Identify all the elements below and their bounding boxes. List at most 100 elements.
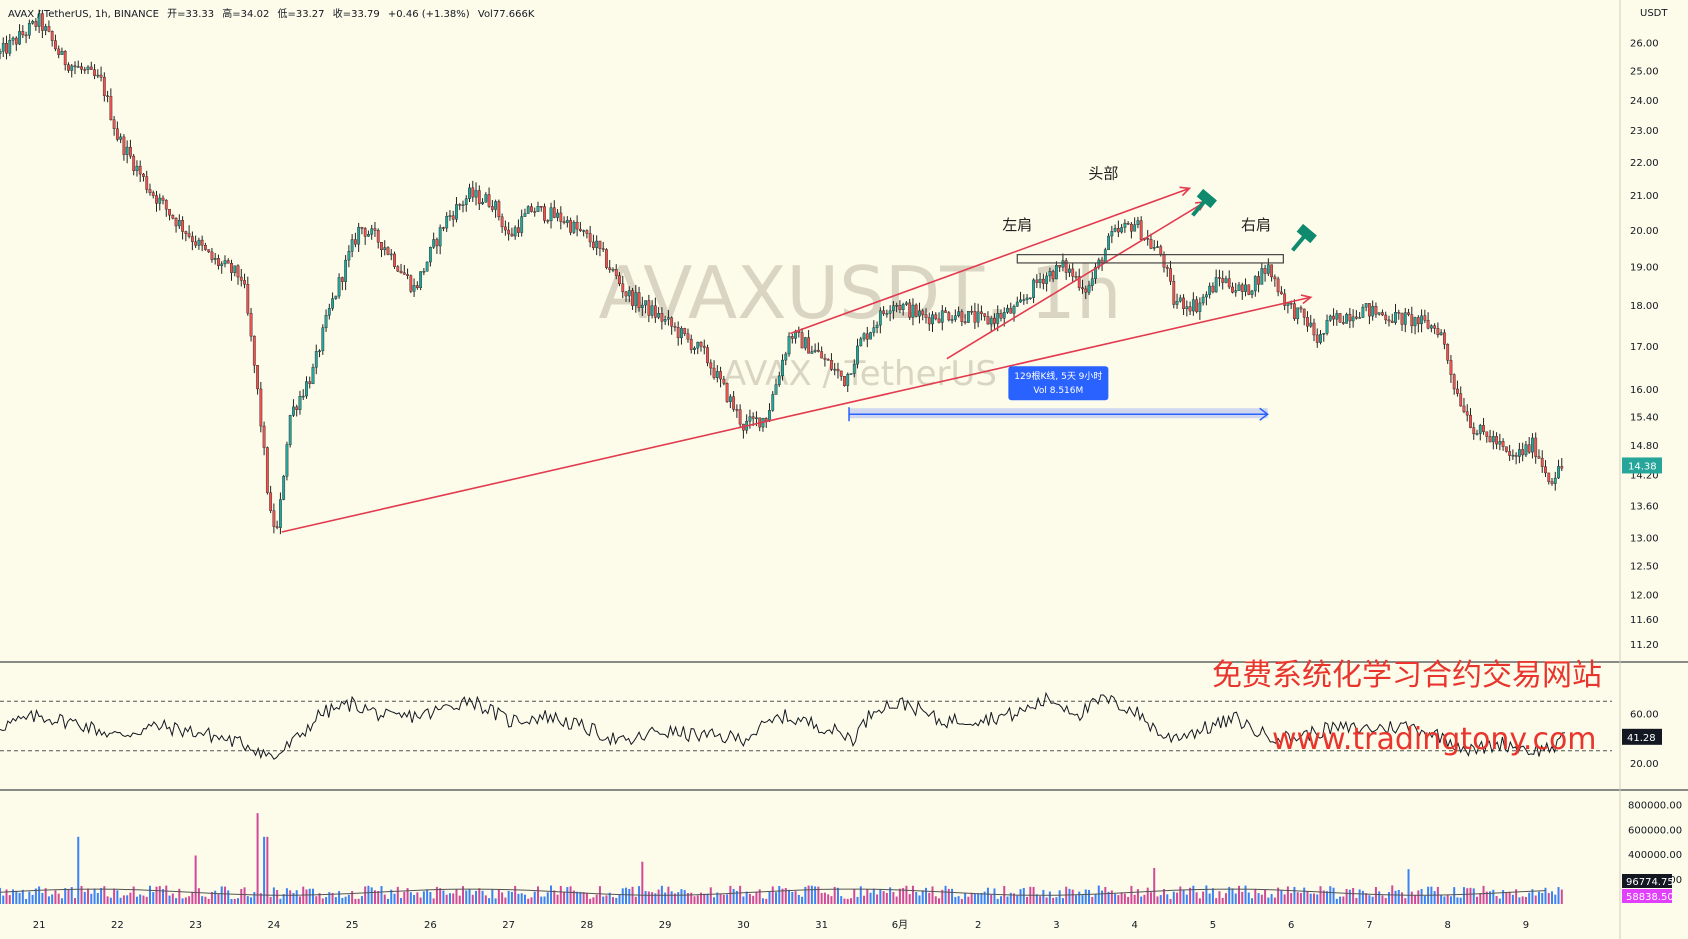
- volume-bar: [230, 898, 233, 904]
- candle: [468, 183, 471, 203]
- volume-bar: [175, 898, 178, 904]
- time-tick-label: 24: [268, 920, 281, 931]
- candle: [164, 199, 168, 217]
- candle: [1299, 305, 1303, 313]
- candle-body: [1443, 332, 1446, 345]
- candle-body: [1048, 271, 1052, 277]
- volume-bar: [403, 891, 406, 904]
- candle-body: [494, 201, 497, 210]
- volume-bar: [80, 885, 83, 904]
- candle: [536, 201, 540, 212]
- volume-bar: [543, 896, 546, 904]
- candle-body: [50, 31, 54, 41]
- volume-bar: [1404, 898, 1407, 904]
- neckline-box: [1016, 254, 1284, 264]
- candle-body: [999, 313, 1003, 319]
- legend-symbol[interactable]: AVAX / TetherUS, 1h, BINANCE: [8, 9, 159, 20]
- volume-bar: [1492, 889, 1495, 904]
- candle: [1465, 404, 1469, 422]
- candle: [905, 301, 908, 306]
- volume-bar: [223, 886, 226, 904]
- candle: [194, 235, 198, 248]
- candle: [1107, 233, 1110, 250]
- volume-bar: [1534, 895, 1537, 904]
- volume-bar: [716, 892, 719, 904]
- time-tick-label: 27: [502, 920, 515, 931]
- candle-body: [1452, 374, 1456, 390]
- candle-body: [1165, 266, 1169, 269]
- candle: [556, 209, 559, 222]
- candle: [644, 300, 647, 314]
- candle: [151, 190, 155, 199]
- candle-body: [324, 314, 328, 329]
- volume-bar: [550, 885, 553, 904]
- volume-bar: [1091, 897, 1094, 904]
- candle-body: [115, 128, 119, 140]
- candle: [1188, 301, 1192, 316]
- volume-bar: [670, 891, 673, 904]
- candle-body: [1172, 281, 1176, 305]
- candle-body: [738, 409, 742, 425]
- candle: [1400, 312, 1404, 332]
- candle: [435, 237, 439, 254]
- candle: [885, 309, 889, 318]
- candle-body: [693, 347, 696, 350]
- candle-body: [1413, 317, 1417, 327]
- candle: [236, 264, 240, 285]
- volume-bar: [1303, 887, 1306, 904]
- candle: [993, 313, 996, 329]
- candle: [262, 421, 266, 456]
- candle-body: [54, 40, 57, 50]
- candle: [702, 339, 706, 355]
- volume-bar: [804, 886, 807, 904]
- candle-body: [370, 228, 374, 235]
- candle: [109, 88, 113, 121]
- volume-bar: [240, 888, 243, 904]
- time-tick-label: 29: [659, 920, 672, 931]
- volume-bar: [25, 899, 28, 904]
- candle: [31, 19, 35, 25]
- candle: [565, 216, 569, 228]
- candle: [980, 305, 983, 321]
- candle: [709, 359, 713, 376]
- candle-body: [556, 212, 559, 218]
- candle: [279, 492, 282, 535]
- candle: [106, 90, 109, 103]
- candle: [204, 242, 207, 251]
- volume-bar: [778, 885, 781, 904]
- candle-body: [1403, 312, 1407, 325]
- volume-bar: [1466, 888, 1469, 904]
- candle: [57, 45, 61, 59]
- candle-body: [1407, 312, 1410, 315]
- volume-bar: [595, 894, 598, 904]
- volume-current-badge: [1622, 889, 1672, 903]
- volume-bar: [1420, 888, 1423, 904]
- candle: [347, 245, 351, 268]
- candle: [1041, 273, 1045, 290]
- candle: [301, 389, 305, 400]
- volume-bar: [680, 889, 683, 904]
- price-tick-label: 12.50: [1630, 561, 1659, 572]
- candle-body: [683, 328, 687, 334]
- candle: [657, 307, 661, 320]
- candle-body: [181, 220, 184, 232]
- price-tick-label: 11.20: [1630, 640, 1659, 651]
- volume-bar: [416, 892, 419, 904]
- volume-bar: [625, 887, 628, 904]
- candle: [1110, 225, 1114, 244]
- candle-body: [393, 253, 396, 267]
- volume-bar: [364, 886, 367, 904]
- candle-body: [1182, 297, 1185, 310]
- candle: [311, 363, 315, 385]
- candle: [102, 72, 106, 102]
- trendline-channel-upper: [790, 187, 1190, 335]
- candle-body: [1299, 307, 1303, 310]
- volume-bar: [429, 892, 432, 904]
- candle: [402, 264, 406, 275]
- candle: [1273, 274, 1277, 287]
- candle-body: [213, 258, 217, 260]
- candle: [1482, 417, 1485, 435]
- volume-bar: [507, 890, 510, 904]
